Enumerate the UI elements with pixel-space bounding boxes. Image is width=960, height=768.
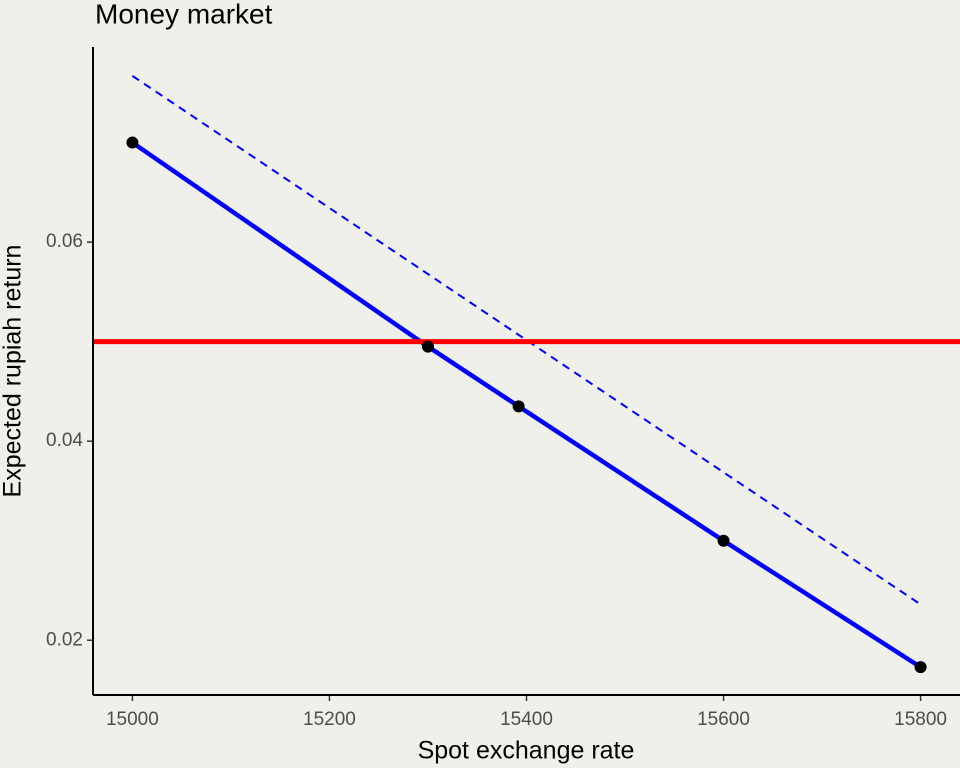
x-tick-label: 15000: [106, 709, 159, 730]
point: [512, 400, 525, 413]
point: [126, 136, 139, 149]
point: [914, 661, 927, 674]
x-tick-label: 15200: [303, 709, 356, 730]
chart-title: Money market: [95, 0, 273, 29]
y-tick-label: 0.04: [46, 430, 83, 451]
x-tick-label: 15800: [894, 709, 947, 730]
x-axis-label: Spot exchange rate: [418, 737, 635, 765]
point: [421, 340, 434, 353]
y-axis-label: Expected rupiah return: [0, 245, 27, 498]
y-tick-label: 0.06: [46, 231, 83, 252]
point: [717, 534, 730, 547]
line-series: [131, 75, 922, 606]
y-tick-label: 0.02: [46, 629, 83, 650]
x-tick-label: 15400: [500, 709, 553, 730]
x-tick-label: 15600: [697, 709, 750, 730]
